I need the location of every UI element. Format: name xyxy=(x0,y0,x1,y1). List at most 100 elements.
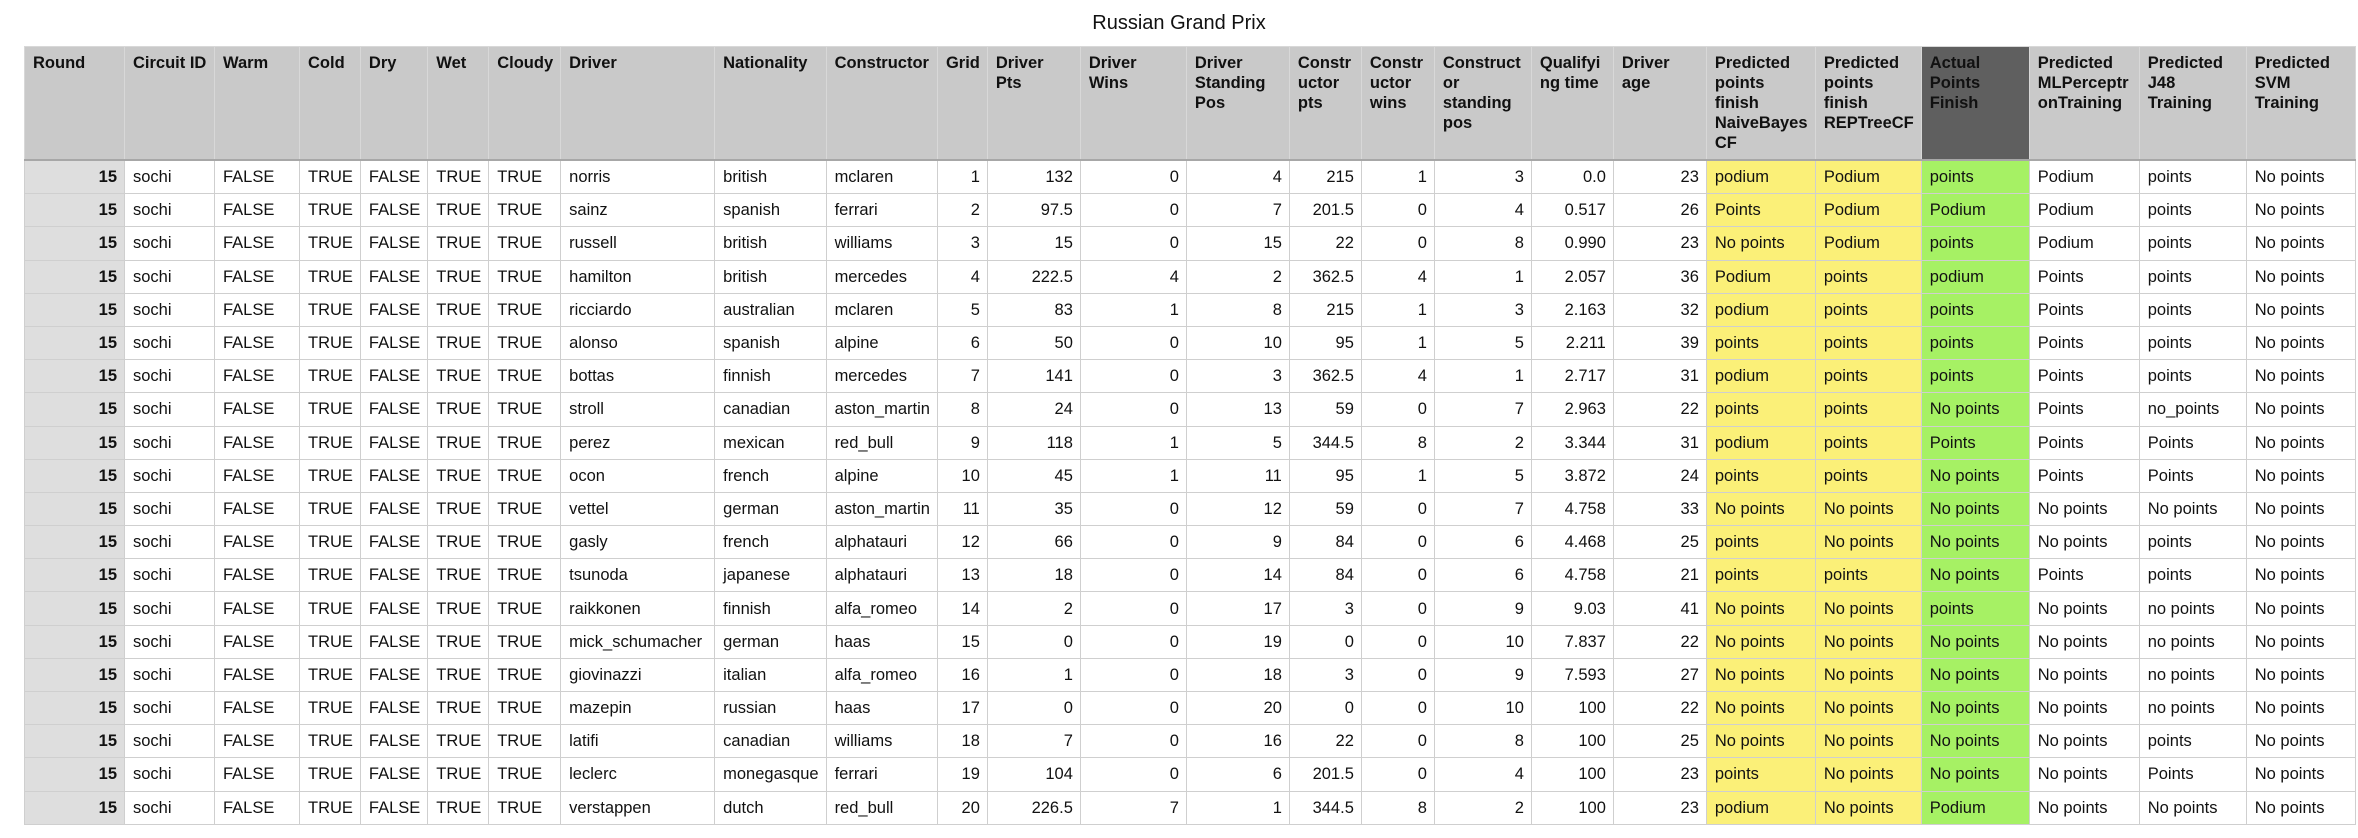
table-cell[interactable]: 222.5 xyxy=(986,259,1081,294)
table-cell[interactable]: 215 xyxy=(1288,292,1362,327)
table-cell[interactable]: 0 xyxy=(1360,392,1435,427)
table-cell[interactable]: 15 xyxy=(24,226,125,261)
table-cell[interactable]: No points xyxy=(2028,491,2140,527)
table-cell[interactable]: german xyxy=(714,624,827,659)
table-cell[interactable]: sochi xyxy=(124,525,215,560)
table-cell[interactable]: 9.03 xyxy=(1530,591,1614,626)
table-cell[interactable]: mclaren xyxy=(825,292,938,327)
table-cell[interactable]: 15 xyxy=(24,724,125,759)
table-cell[interactable]: 17 xyxy=(1185,591,1290,626)
table-cell[interactable]: points xyxy=(1705,525,1816,560)
table-cell[interactable]: TRUE xyxy=(488,292,562,327)
table-cell[interactable]: 2.211 xyxy=(1530,325,1614,361)
table-cell[interactable]: FALSE xyxy=(214,690,300,726)
column-header[interactable]: Driver age xyxy=(1612,46,1707,161)
table-cell[interactable]: FALSE xyxy=(359,724,429,759)
column-header[interactable]: Warm xyxy=(214,46,300,161)
table-cell[interactable]: 132 xyxy=(986,159,1081,195)
table-row[interactable]: 15 sochi FALSE TRUE FALSE TRUE TRUE tsunoda japa… xyxy=(24,558,2356,593)
table-cell[interactable]: 2.057 xyxy=(1530,259,1614,294)
table-cell[interactable]: 15 xyxy=(24,159,125,195)
table-cell[interactable]: points xyxy=(1920,325,2030,361)
table-cell[interactable]: points xyxy=(1705,325,1816,361)
table-cell[interactable]: 0 xyxy=(1079,525,1187,560)
table-cell[interactable]: raikkonen xyxy=(560,591,716,626)
table-cell[interactable]: FALSE xyxy=(214,491,300,527)
table-cell[interactable]: TRUE xyxy=(299,226,361,261)
table-cell[interactable]: No points xyxy=(2245,226,2356,261)
table-cell[interactable]: 4.468 xyxy=(1530,525,1614,560)
table-cell[interactable]: 15 xyxy=(24,525,125,560)
table-cell[interactable]: 6 xyxy=(1185,757,1290,792)
table-cell[interactable]: No points xyxy=(2245,259,2356,294)
table-cell[interactable]: 13 xyxy=(936,558,988,593)
table-cell[interactable]: finnish xyxy=(714,359,827,394)
table-cell[interactable]: TRUE xyxy=(488,790,562,825)
table-cell[interactable]: No points xyxy=(1705,591,1816,626)
table-cell[interactable]: No points xyxy=(2245,425,2356,460)
table-cell[interactable]: Podium xyxy=(2028,159,2140,195)
table-cell[interactable]: TRUE xyxy=(299,790,361,825)
table-cell[interactable]: TRUE xyxy=(427,724,490,759)
table-cell[interactable]: 20 xyxy=(1185,690,1290,726)
table-cell[interactable]: FALSE xyxy=(214,458,300,493)
table-cell[interactable]: 15 xyxy=(24,757,125,792)
table-cell[interactable]: FALSE xyxy=(214,624,300,659)
table-cell[interactable]: No points xyxy=(1920,624,2030,659)
table-cell[interactable]: 8 xyxy=(1433,724,1532,759)
table-cell[interactable]: 2 xyxy=(986,591,1081,626)
table-cell[interactable]: points xyxy=(1705,757,1816,792)
table-cell[interactable]: TRUE xyxy=(299,491,361,527)
table-cell[interactable]: 8 xyxy=(1185,292,1290,327)
table-cell[interactable]: 1 xyxy=(1360,292,1435,327)
table-cell[interactable]: TRUE xyxy=(488,259,562,294)
table-cell[interactable]: FALSE xyxy=(359,525,429,560)
table-cell[interactable]: 19 xyxy=(936,757,988,792)
table-cell[interactable]: sochi xyxy=(124,226,215,261)
table-cell[interactable]: vettel xyxy=(560,491,716,527)
table-cell[interactable]: No points xyxy=(1814,724,1922,759)
table-cell[interactable]: 39 xyxy=(1612,325,1707,361)
table-cell[interactable]: finnish xyxy=(714,591,827,626)
table-cell[interactable]: 0.0 xyxy=(1530,159,1614,195)
table-cell[interactable]: 0 xyxy=(1360,558,1435,593)
table-cell[interactable]: points xyxy=(1705,558,1816,593)
table-cell[interactable]: 118 xyxy=(986,425,1081,460)
table-cell[interactable]: 15 xyxy=(24,325,125,361)
table-cell[interactable]: No points xyxy=(1814,790,1922,825)
table-cell[interactable]: 362.5 xyxy=(1288,259,1362,294)
table-cell[interactable]: 15 xyxy=(936,624,988,659)
table-cell[interactable]: FALSE xyxy=(214,790,300,825)
table-cell[interactable]: british xyxy=(714,259,827,294)
table-cell[interactable]: 0 xyxy=(1079,591,1187,626)
column-header[interactable]: Predicted J48 Training xyxy=(2138,46,2247,161)
table-cell[interactable]: 23 xyxy=(1612,159,1707,195)
table-cell[interactable]: 100 xyxy=(1530,690,1614,726)
table-cell[interactable]: 15 xyxy=(24,458,125,493)
table-row[interactable]: 15 sochi FALSE TRUE FALSE TRUE TRUE mick_schuma… xyxy=(24,624,2356,659)
table-cell[interactable]: 4 xyxy=(936,259,988,294)
table-cell[interactable]: TRUE xyxy=(299,259,361,294)
table-cell[interactable]: 18 xyxy=(986,558,1081,593)
column-header[interactable]: Nationality xyxy=(714,46,827,161)
table-cell[interactable]: No points xyxy=(2028,624,2140,659)
table-cell[interactable]: Podium xyxy=(1705,259,1816,294)
table-cell[interactable]: No points xyxy=(2138,790,2247,825)
table-cell[interactable]: 8 xyxy=(936,392,988,427)
column-header[interactable]: Constr uctor pts xyxy=(1288,46,1362,161)
table-cell[interactable]: sochi xyxy=(124,724,215,759)
table-cell[interactable]: No points xyxy=(2245,624,2356,659)
table-row[interactable]: 15 sochi FALSE TRUE FALSE TRUE TRUE giovinazzi i… xyxy=(24,657,2356,693)
column-header[interactable]: Predicted MLPerceptr onTraining xyxy=(2028,46,2140,161)
table-cell[interactable]: 4.758 xyxy=(1530,491,1614,527)
table-cell[interactable]: 15 xyxy=(24,292,125,327)
table-cell[interactable]: 0 xyxy=(1079,159,1187,195)
table-cell[interactable]: points xyxy=(2138,558,2247,593)
table-cell[interactable]: TRUE xyxy=(427,657,490,693)
table-cell[interactable]: No points xyxy=(2028,525,2140,560)
table-cell[interactable]: No points xyxy=(2028,757,2140,792)
table-cell[interactable]: FALSE xyxy=(359,757,429,792)
table-cell[interactable]: sochi xyxy=(124,657,215,693)
table-cell[interactable]: FALSE xyxy=(359,325,429,361)
table-cell[interactable]: 9 xyxy=(1433,657,1532,693)
